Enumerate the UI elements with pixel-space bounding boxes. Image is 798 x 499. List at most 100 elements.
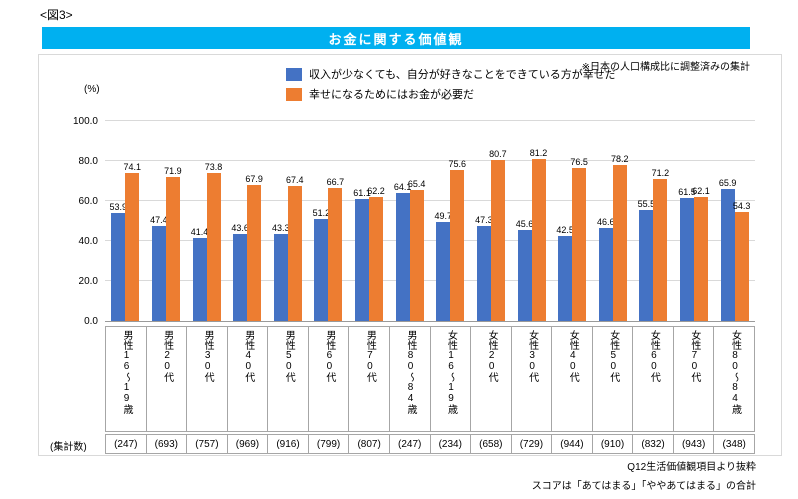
category-label-box: 女性80〜84歳 xyxy=(714,326,755,432)
category-label: 男性50代 xyxy=(283,330,295,382)
count-cell: (969) xyxy=(227,434,269,454)
bar: 74.1 xyxy=(124,162,141,321)
bar-value-label: 66.7 xyxy=(326,176,345,187)
bar-value-label: 64.1 xyxy=(393,181,412,192)
y-axis-labels: 0.0 20.0 40.0 60.0 80.0 100.0 xyxy=(52,116,100,327)
category-label: 女性60代 xyxy=(648,330,660,382)
category-label-box: 女性20代 xyxy=(471,326,512,432)
bar-value-label: 71.9 xyxy=(164,166,182,177)
bar-value-label: 49.7 xyxy=(434,210,453,221)
gridline xyxy=(105,200,755,201)
count-cell: (944) xyxy=(552,434,593,454)
figure-label: <図3> xyxy=(40,8,73,22)
adjustment-note: ※日本の人口構成比に調整済みの集計 xyxy=(581,62,750,73)
bar: 73.8 xyxy=(205,162,222,321)
count-cell: (943) xyxy=(673,434,715,454)
category-label-box: 女性70代 xyxy=(673,326,715,432)
bar: 76.5 xyxy=(570,157,588,321)
gridline xyxy=(105,280,755,281)
bar: 64.1 xyxy=(394,182,411,321)
bar: 71.2 xyxy=(652,168,669,321)
bar-value-label: 46.6 xyxy=(597,216,615,227)
count-cell: (234) xyxy=(430,434,472,454)
bar: 61.1 xyxy=(353,188,371,321)
category-label: 女性50代 xyxy=(607,330,619,382)
plot-area: 53.9 74.1 47.4 71.9 41.4 73.8 43.6 67.9 43.3 67.4… xyxy=(105,120,755,322)
bar-group: 49.7 75.6 xyxy=(430,122,471,321)
y-tick-label: 0.0 xyxy=(84,316,98,327)
count-cell: (247) xyxy=(105,434,147,454)
count-cell: (807) xyxy=(349,434,390,454)
count-cell: (757) xyxy=(187,434,228,454)
legend-label-series2: 幸せになるためにはお金が必要だ xyxy=(309,89,474,101)
bar: 62.2 xyxy=(367,186,385,321)
bar: 80.7 xyxy=(489,149,507,321)
bar-value-label: 47.4 xyxy=(150,215,168,226)
category-label-box: 男性70代 xyxy=(349,326,390,432)
bar: 81.2 xyxy=(530,148,547,321)
category-label-box: 女性60代 xyxy=(633,326,674,432)
bar: 55.5 xyxy=(638,199,655,321)
category-label-box: 男性40代 xyxy=(227,326,269,432)
y-tick-label: 80.0 xyxy=(78,156,98,167)
category-label-box: 男性16〜19歳 xyxy=(105,326,147,432)
category-label: 男性40代 xyxy=(242,330,254,382)
bar-group: 55.5 71.2 xyxy=(633,122,674,321)
bar-value-label: 47.3 xyxy=(475,215,493,226)
bar: 78.2 xyxy=(611,154,629,321)
bar-group: 42.5 76.5 xyxy=(552,122,593,321)
bar-value-label: 43.3 xyxy=(272,223,290,234)
bar-value-label: 41.4 xyxy=(190,227,209,238)
bar: 67.4 xyxy=(286,175,304,321)
bar: 67.9 xyxy=(245,174,263,321)
category-label-box: 女性16〜19歳 xyxy=(430,326,472,432)
category-label: 男性30代 xyxy=(202,330,214,382)
bar-value-label: 55.5 xyxy=(637,199,656,209)
bar-value-label: 75.6 xyxy=(448,158,467,169)
category-label: 女性80〜84歳 xyxy=(729,330,741,414)
category-label-box: 男性50代 xyxy=(268,326,309,432)
count-cell: (348) xyxy=(714,434,755,454)
count-cell: (832) xyxy=(633,434,674,454)
category-label: 男性80〜84歳 xyxy=(404,330,416,414)
category-label-box: 女性50代 xyxy=(592,326,634,432)
bar-group: 46.6 78.2 xyxy=(593,122,634,321)
bar: 42.5 xyxy=(556,225,574,321)
category-label: 女性20代 xyxy=(486,330,498,382)
bar-value-label: 67.4 xyxy=(286,175,304,186)
category-label-box: 男性20代 xyxy=(146,326,188,432)
count-cell: (693) xyxy=(146,434,188,454)
bar: 66.7 xyxy=(327,177,344,321)
gridline xyxy=(105,120,755,121)
bar: 54.3 xyxy=(733,201,750,321)
legend-swatch-series1-icon xyxy=(286,67,302,81)
count-cell: (910) xyxy=(592,434,634,454)
gridline xyxy=(105,160,755,161)
bar-group: 43.3 67.4 xyxy=(268,122,309,321)
bar: 43.3 xyxy=(272,223,290,321)
category-label: 女性30代 xyxy=(526,330,538,382)
bar-value-label: 45.6 xyxy=(515,218,534,229)
chart-frame xyxy=(38,54,782,456)
legend-swatch-series2-icon xyxy=(286,87,302,101)
bar: 46.6 xyxy=(597,217,615,321)
legend-item-series1: 収入が少なくても、自分が好きなことをできている方が幸せだ xyxy=(286,66,616,82)
category-label-box: 男性30代 xyxy=(187,326,228,432)
category-label-box: 女性30代 xyxy=(511,326,553,432)
bar-value-label: 62.1 xyxy=(692,185,710,196)
category-label-box: 女性40代 xyxy=(552,326,593,432)
category-label: 女性40代 xyxy=(567,330,579,382)
percent-unit-label: (%) xyxy=(84,84,100,95)
bar: 41.4 xyxy=(191,227,208,321)
count-cell: (916) xyxy=(268,434,309,454)
footnote-line1: Q12生活価値観項目より抜粋 xyxy=(627,462,756,473)
category-label-box: 男性60代 xyxy=(308,326,350,432)
bar-value-label: 78.2 xyxy=(611,153,629,164)
bar: 65.4 xyxy=(408,179,425,321)
page-title: お金に関する価値観 xyxy=(328,31,464,47)
y-tick-label: 100.0 xyxy=(72,116,98,127)
bar-group: 65.9 54.3 xyxy=(714,122,755,321)
title-banner: お金に関する価値観 xyxy=(42,27,750,49)
footnotes: Q12生活価値観項目より抜粋 スコアは「あてはまる」「ややあてはまる」の合計 xyxy=(532,458,756,496)
